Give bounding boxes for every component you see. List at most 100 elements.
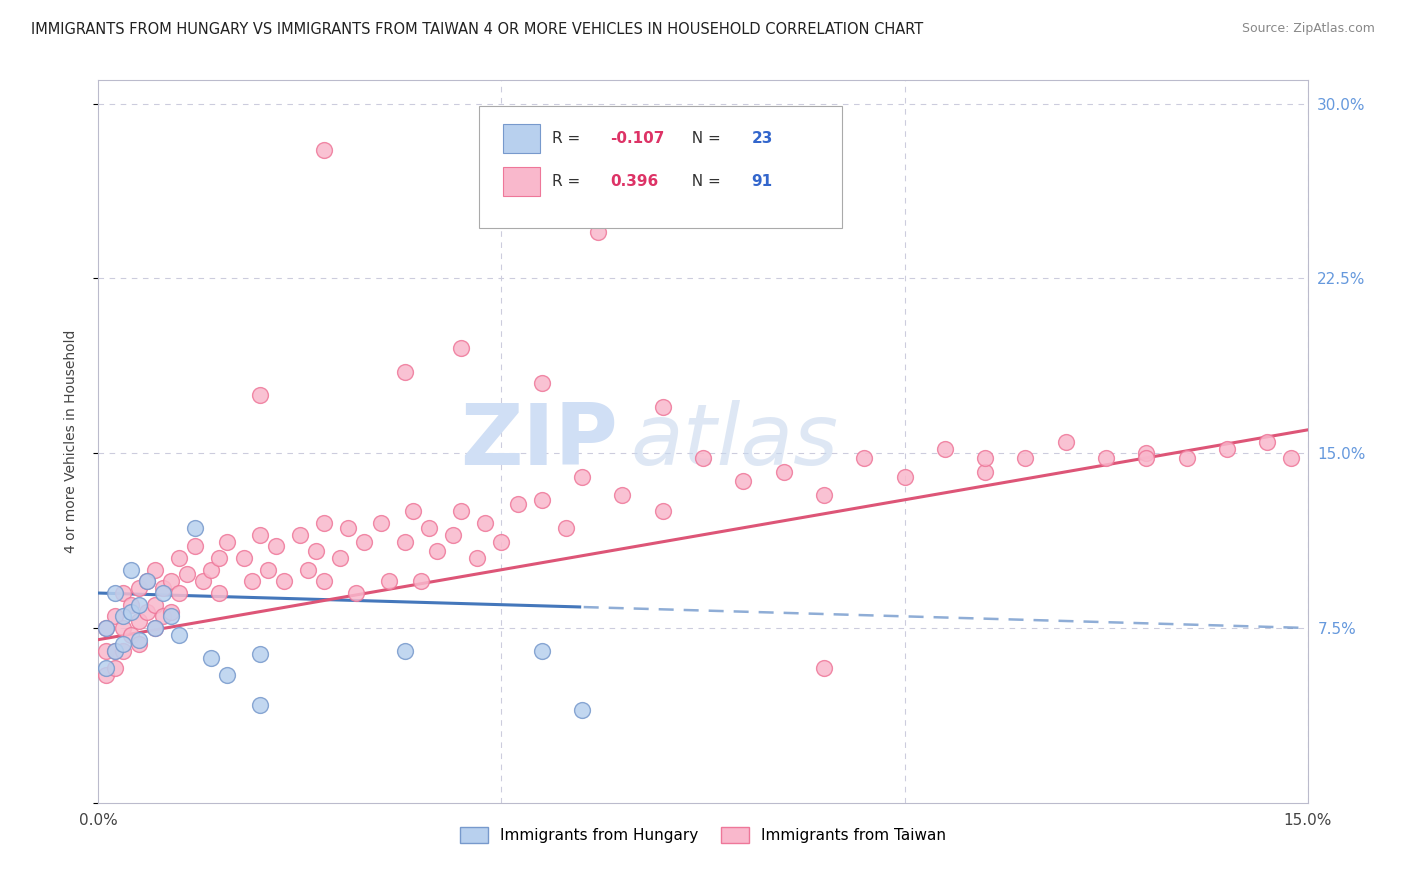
Point — [853, 450, 876, 465]
Point — [450, 504, 472, 518]
Point — [450, 341, 472, 355]
Text: IMMIGRANTS FROM HUNGARY VS IMMIGRANTS FROM TAIWAN 4 OR MORE VEHICLES IN HOUSEHOL: IMMIGRANTS FROM HUNGARY VS IMMIGRANTS FR… — [31, 22, 924, 37]
Point — [96, 644, 118, 658]
Text: 23: 23 — [751, 130, 773, 145]
Point — [200, 563, 222, 577]
Point — [96, 621, 118, 635]
Point — [934, 442, 956, 456]
Point — [249, 698, 271, 712]
Point — [103, 609, 125, 624]
Point — [465, 551, 488, 566]
Point — [103, 644, 125, 658]
Point — [264, 540, 287, 554]
Point — [167, 586, 190, 600]
Point — [96, 667, 118, 681]
Point — [571, 702, 593, 716]
Point — [893, 469, 915, 483]
Point — [394, 644, 416, 658]
Y-axis label: 4 or more Vehicles in Household: 4 or more Vehicles in Household — [63, 330, 77, 553]
Point — [1135, 450, 1157, 465]
Point — [128, 598, 150, 612]
Point — [974, 465, 997, 479]
Bar — [503, 167, 540, 196]
Point — [337, 521, 360, 535]
Point — [273, 574, 295, 589]
Point — [208, 551, 231, 566]
Point — [249, 528, 271, 542]
Point — [370, 516, 392, 530]
Point — [256, 563, 278, 577]
Text: R =: R = — [551, 174, 585, 189]
FancyBboxPatch shape — [479, 105, 842, 228]
Point — [409, 574, 432, 589]
Point — [249, 388, 271, 402]
Point — [530, 376, 553, 391]
Point — [651, 400, 673, 414]
Point — [128, 582, 150, 596]
Point — [128, 637, 150, 651]
Point — [344, 586, 367, 600]
Text: -0.107: -0.107 — [610, 130, 664, 145]
Point — [314, 143, 336, 157]
Point — [193, 574, 215, 589]
Point — [184, 540, 207, 554]
Point — [111, 609, 134, 624]
Point — [297, 563, 319, 577]
Point — [651, 504, 673, 518]
Point — [160, 605, 183, 619]
Point — [813, 660, 835, 674]
Point — [200, 651, 222, 665]
Point — [160, 609, 183, 624]
Point — [208, 586, 231, 600]
Point — [152, 609, 174, 624]
Point — [176, 567, 198, 582]
Point — [184, 521, 207, 535]
Point — [418, 521, 440, 535]
Point — [353, 534, 375, 549]
Point — [111, 586, 134, 600]
Point — [1054, 434, 1077, 449]
Point — [571, 469, 593, 483]
Point — [314, 574, 336, 589]
Point — [249, 647, 271, 661]
Point — [135, 574, 157, 589]
Point — [1135, 446, 1157, 460]
Point — [530, 492, 553, 507]
Point — [441, 528, 464, 542]
Point — [160, 574, 183, 589]
Point — [128, 614, 150, 628]
Text: N =: N = — [682, 174, 725, 189]
Point — [152, 586, 174, 600]
Point — [111, 637, 134, 651]
Point — [240, 574, 263, 589]
Point — [128, 632, 150, 647]
Text: 91: 91 — [751, 174, 772, 189]
Point — [120, 563, 142, 577]
Point — [506, 498, 529, 512]
Point — [426, 544, 449, 558]
Point — [612, 488, 634, 502]
Point — [314, 516, 336, 530]
Point — [530, 644, 553, 658]
Point — [120, 598, 142, 612]
Point — [152, 582, 174, 596]
Point — [813, 488, 835, 502]
Point — [103, 644, 125, 658]
Point — [1175, 450, 1198, 465]
Legend: Immigrants from Hungary, Immigrants from Taiwan: Immigrants from Hungary, Immigrants from… — [454, 822, 952, 849]
Bar — [503, 124, 540, 153]
Point — [143, 563, 166, 577]
Point — [394, 365, 416, 379]
Point — [377, 574, 399, 589]
Point — [143, 621, 166, 635]
Point — [1014, 450, 1036, 465]
Point — [217, 534, 239, 549]
Text: 0.396: 0.396 — [610, 174, 658, 189]
Point — [143, 621, 166, 635]
Point — [555, 521, 578, 535]
Text: N =: N = — [682, 130, 725, 145]
Point — [135, 574, 157, 589]
Text: Source: ZipAtlas.com: Source: ZipAtlas.com — [1241, 22, 1375, 36]
Point — [394, 534, 416, 549]
Point — [111, 621, 134, 635]
